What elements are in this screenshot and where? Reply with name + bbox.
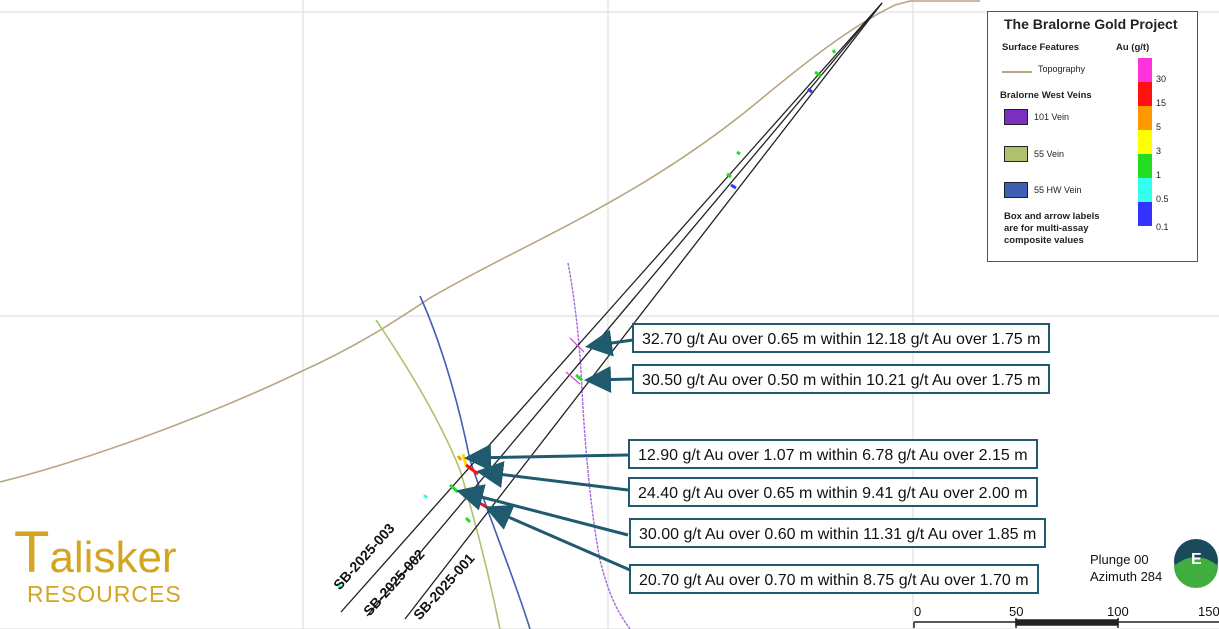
au-tick-3: 3 [1156,146,1162,156]
legend-note-2: are for multi-assay [1004,223,1089,234]
logo-subtitle: RESOURCES [27,581,182,607]
au-tick-5: 5 [1156,122,1162,132]
legend-title: The Bralorne Gold Project [1004,16,1178,32]
logo-wordmark: Talisker [14,520,177,585]
callout-4: 24.40 g/t Au over 0.65 m within 9.41 g/t… [628,477,1038,507]
callout-arrows [456,329,634,572]
callout-2: 30.50 g/t Au over 0.50 m within 10.21 g/… [632,364,1051,394]
au-tick-15: 15 [1156,98,1167,108]
legend-au-header: Au (g/t) [1116,42,1150,53]
au-tick-1: 1 [1156,170,1162,180]
topography-swatch [1002,71,1032,73]
topography-line [0,0,980,483]
vein-55hw-swatch [1004,182,1028,198]
compass-icon [1174,539,1218,588]
legend-note-1: Box and arrow labels [1004,211,1100,222]
plunge-label: Plunge 00 [1090,552,1149,567]
callout-5: 30.00 g/t Au over 0.60 m within 11.31 g/… [629,518,1047,548]
au-color-scale [1138,58,1152,226]
vein-101-swatch [1004,109,1028,125]
vein-55-swatch [1004,146,1028,162]
au-tick-0-1: 0.1 [1156,222,1169,232]
vein-55 [375,319,501,629]
scale-label-50: 50 [1009,604,1024,619]
azimuth-label: Azimuth 284 [1090,569,1163,584]
scale-label-0: 0 [914,604,922,619]
legend-veins-header: Bralorne West Veins [1000,90,1092,101]
au-tick-30: 30 [1156,74,1167,84]
callout-6: 20.70 g/t Au over 0.70 m within 8.75 g/t… [629,564,1039,594]
scale-bar-graphic [913,618,1219,628]
au-tick-0-5: 0.5 [1156,194,1169,204]
scale-label-100: 100 [1107,604,1129,619]
legend: The Bralorne Gold Project Surface Featur… [987,11,1198,262]
legend-topography: Topography [1038,64,1086,74]
scale-label-150: 150 [1198,604,1219,619]
compass-letter: E [1191,551,1202,568]
vein-intersections [565,337,585,385]
legend-vein-55hw: 55 HW Vein [1034,185,1082,195]
legend-note-3: composite values [1004,235,1084,246]
legend-vein-101: 101 Vein [1034,112,1070,122]
callout-1: 32.70 g/t Au over 0.65 m within 12.18 g/… [632,323,1051,353]
legend-surface-header: Surface Features [1002,42,1080,53]
vein-101 [567,262,631,629]
legend-vein-55: 55 Vein [1034,149,1065,159]
callout-3: 12.90 g/t Au over 1.07 m within 6.78 g/t… [628,439,1038,469]
